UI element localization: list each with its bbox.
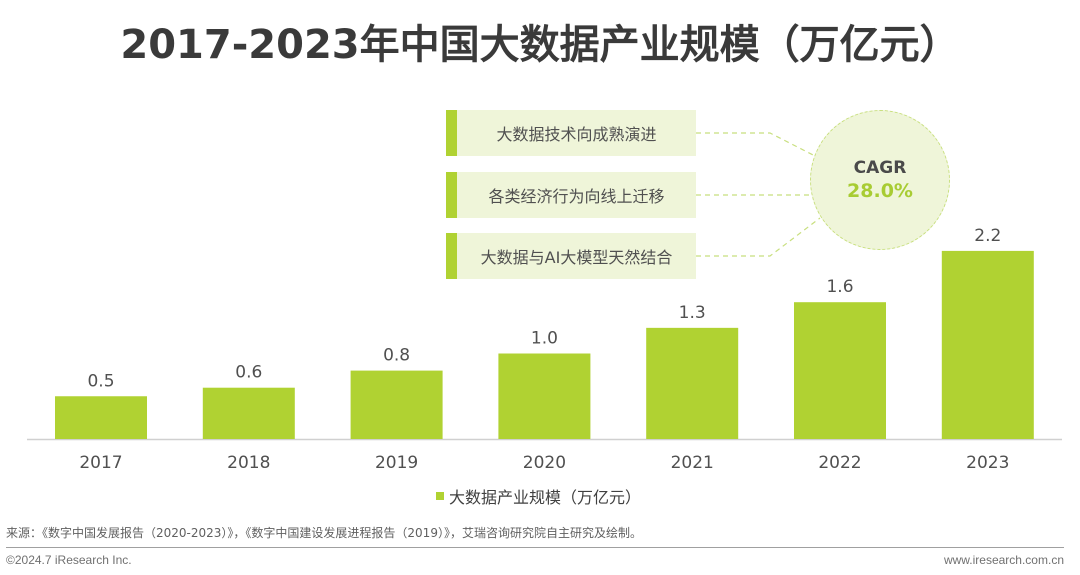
value-label-2021: 1.3 [679, 303, 706, 323]
x-tick-label-2020: 2020 [523, 453, 566, 473]
source-note: 来源：《数字中国发展报告（2020-2023）》，《数字中国建设发展进程报告（2… [6, 526, 642, 540]
cagr-label: CAGR [853, 158, 907, 178]
driver-label: 大数据与AI大模型天然结合 [480, 248, 673, 267]
bar-2017 [55, 396, 147, 439]
legend-label: 大数据产业规模（万亿元） [449, 488, 642, 507]
value-label-2022: 1.6 [826, 277, 853, 297]
bar-2022 [794, 302, 886, 439]
chart-title: 2017-2023年中国大数据产业规模（万亿元） [120, 22, 960, 68]
value-label-2023: 2.2 [974, 226, 1001, 246]
driver-label: 大数据技术向成熟演进 [496, 125, 657, 144]
driver-box-3: 大数据与AI大模型天然结合 [446, 233, 696, 279]
driver-label: 各类经济行为向线上迁移 [488, 187, 665, 206]
x-tick-label-2023: 2023 [966, 453, 1009, 473]
copyright: ©2024.7 iResearch Inc. [6, 553, 132, 567]
driver-box-2: 各类经济行为向线上迁移 [446, 172, 696, 218]
bar-chart: 0.5 0.6 0.8 1.0 1.3 1.6 2.2 2017 2018 2019 2020 20… [27, 226, 1062, 473]
x-tick-label-2022: 2022 [818, 453, 861, 473]
legend: 大数据产业规模（万亿元） [436, 484, 641, 508]
bar-2020 [498, 353, 591, 439]
cagr-badge: CAGR 28.0% [810, 110, 950, 250]
website-link[interactable]: www.iresearch.com.cn [943, 553, 1064, 567]
cagr-value: 28.0% [847, 180, 913, 202]
driver-accent-bar [446, 172, 457, 218]
x-tick-label-2017: 2017 [79, 453, 122, 473]
value-label-2018: 0.6 [235, 363, 262, 383]
driver-accent-bar [446, 233, 457, 279]
x-tick-label-2018: 2018 [227, 453, 270, 473]
x-tick-label-2021: 2021 [671, 453, 714, 473]
bar-2019 [350, 370, 443, 439]
legend-swatch [436, 492, 444, 500]
value-label-2017: 0.5 [87, 371, 114, 391]
value-label-2020: 1.0 [531, 329, 558, 349]
bar-2021 [646, 327, 739, 439]
connector-line-3 [696, 217, 821, 257]
bar-2018 [202, 387, 295, 439]
driver-accent-bar [446, 110, 457, 156]
driver-box-1: 大数据技术向成熟演进 [446, 110, 696, 156]
x-tick-label-2019: 2019 [375, 453, 418, 473]
value-label-2019: 0.8 [383, 346, 410, 366]
footer-divider [6, 547, 1064, 548]
bar-2023 [941, 250, 1034, 439]
connector-line-1 [696, 132, 818, 158]
